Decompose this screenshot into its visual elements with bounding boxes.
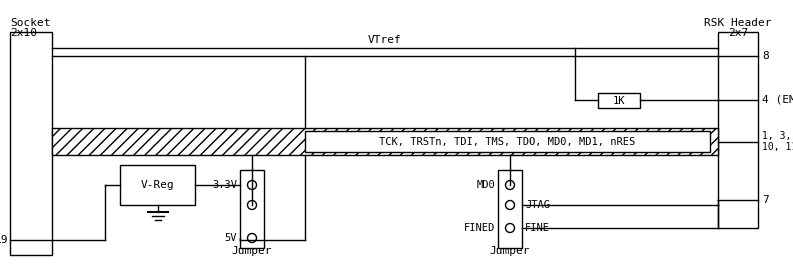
Text: VTref: VTref [368, 35, 402, 45]
Text: 1K: 1K [613, 96, 625, 106]
Circle shape [247, 181, 256, 190]
Circle shape [505, 224, 515, 232]
Text: 8: 8 [762, 51, 768, 61]
Bar [305, 131, 710, 152]
Circle shape [247, 234, 256, 242]
Circle shape [247, 201, 256, 210]
Text: RSK Header: RSK Header [704, 18, 772, 28]
Text: MD0: MD0 [477, 180, 495, 190]
Text: 4 (EMLE): 4 (EMLE) [762, 95, 793, 105]
Text: 1, 3, 5, 9,
10, 11, 13: 1, 3, 5, 9, 10, 11, 13 [762, 131, 793, 152]
Text: 7: 7 [762, 195, 768, 205]
Text: FINED: FINED [464, 223, 495, 233]
Text: FINE: FINE [525, 223, 550, 233]
Text: 3.3V: 3.3V [212, 180, 237, 190]
Circle shape [505, 181, 515, 190]
Bar [498, 170, 522, 248]
Bar [120, 165, 195, 205]
Bar [52, 128, 718, 155]
Text: 2x10: 2x10 [10, 28, 37, 38]
Text: Jumper: Jumper [232, 246, 272, 256]
Text: Jumper: Jumper [490, 246, 531, 256]
Text: 19: 19 [0, 235, 8, 245]
Circle shape [505, 201, 515, 210]
Text: JTAG: JTAG [525, 200, 550, 210]
Text: V-Reg: V-Reg [140, 180, 174, 190]
Bar [718, 32, 758, 228]
Text: TCK, TRSTn, TDI, TMS, TDO, MD0, MD1, nRES: TCK, TRSTn, TDI, TMS, TDO, MD0, MD1, nRE… [379, 137, 636, 147]
Text: 5V: 5V [224, 233, 237, 243]
Text: 2x7: 2x7 [728, 28, 748, 38]
Bar [10, 32, 52, 255]
Text: Socket: Socket [10, 18, 51, 28]
Bar [598, 93, 640, 108]
Bar [240, 170, 264, 248]
